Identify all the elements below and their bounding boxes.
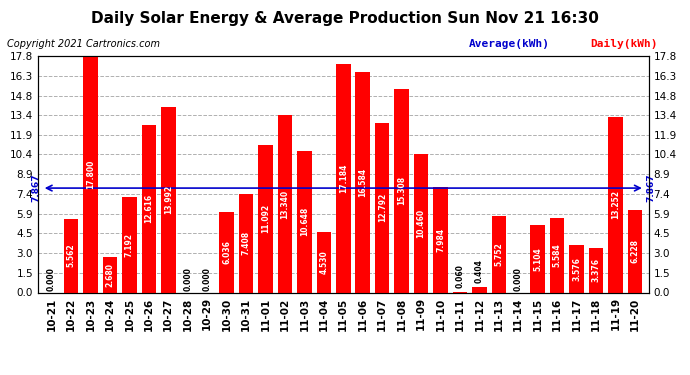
Text: 17.184: 17.184 [339, 164, 348, 193]
Text: 10.460: 10.460 [417, 209, 426, 238]
Bar [258, 145, 273, 292]
Text: 7.192: 7.192 [125, 233, 134, 257]
Text: 10.648: 10.648 [300, 207, 309, 237]
Text: 0.404: 0.404 [475, 259, 484, 283]
Bar [239, 194, 253, 292]
Text: 7.867: 7.867 [31, 174, 40, 202]
Text: Copyright 2021 Cartronics.com: Copyright 2021 Cartronics.com [7, 39, 160, 50]
Text: 12.792: 12.792 [377, 193, 386, 222]
Text: 16.584: 16.584 [358, 168, 367, 197]
Bar [414, 154, 428, 292]
Bar [63, 219, 78, 292]
Bar [141, 125, 156, 292]
Text: 0.000: 0.000 [514, 267, 523, 291]
Text: 7.984: 7.984 [436, 228, 445, 252]
Text: 5.104: 5.104 [533, 247, 542, 270]
Text: 3.376: 3.376 [591, 258, 600, 282]
Bar [394, 89, 409, 292]
Text: 13.340: 13.340 [280, 189, 289, 219]
Text: 6.228: 6.228 [631, 239, 640, 263]
Bar [550, 218, 564, 292]
Text: 0.000: 0.000 [203, 267, 212, 291]
Bar [297, 151, 312, 292]
Text: 13.992: 13.992 [164, 185, 172, 214]
Bar [569, 245, 584, 292]
Bar [355, 72, 370, 292]
Bar [589, 248, 603, 292]
Bar [433, 186, 448, 292]
Text: 4.530: 4.530 [319, 251, 328, 274]
Bar [161, 107, 175, 292]
Bar [277, 116, 293, 292]
Bar [531, 225, 545, 292]
Text: 6.036: 6.036 [222, 240, 231, 264]
Text: 5.562: 5.562 [66, 244, 75, 267]
Text: 13.252: 13.252 [611, 190, 620, 219]
Text: 5.584: 5.584 [553, 244, 562, 267]
Text: 3.576: 3.576 [572, 257, 581, 281]
Bar [375, 123, 389, 292]
Text: 15.308: 15.308 [397, 176, 406, 206]
Text: 12.616: 12.616 [144, 194, 153, 224]
Text: 5.752: 5.752 [494, 243, 503, 266]
Bar [317, 232, 331, 292]
Bar [491, 216, 506, 292]
Text: 7.408: 7.408 [241, 231, 250, 255]
Bar [83, 56, 98, 292]
Bar [336, 64, 351, 292]
Text: 11.092: 11.092 [261, 204, 270, 234]
Bar [628, 210, 642, 292]
Text: 0.000: 0.000 [47, 267, 56, 291]
Text: 17.800: 17.800 [86, 160, 95, 189]
Bar [122, 197, 137, 292]
Text: Daily Solar Energy & Average Production Sun Nov 21 16:30: Daily Solar Energy & Average Production … [91, 11, 599, 26]
Bar [472, 287, 486, 292]
Text: Daily(kWh): Daily(kWh) [590, 39, 658, 50]
Text: 7.867: 7.867 [647, 174, 656, 202]
Bar [219, 212, 234, 292]
Bar [103, 257, 117, 292]
Bar [609, 117, 623, 292]
Text: 0.060: 0.060 [455, 264, 464, 288]
Text: 0.000: 0.000 [184, 267, 193, 291]
Text: 2.680: 2.680 [106, 263, 115, 287]
Text: Average(kWh): Average(kWh) [469, 39, 550, 50]
